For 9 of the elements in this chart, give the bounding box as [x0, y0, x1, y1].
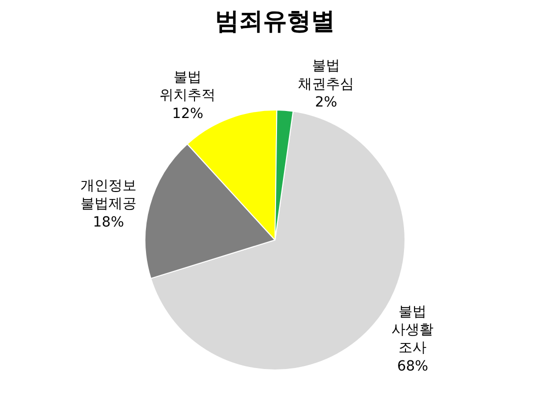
data-label: 12% [172, 106, 204, 122]
data-label: 2% [314, 94, 338, 111]
data-label: 68% [397, 358, 428, 374]
chart-title: 범죄유형별 [215, 6, 335, 35]
data-label: 18% [92, 214, 124, 230]
slice-label: 불법 위치추적 [160, 69, 216, 104]
slice-label: 불법 사생활 조사 [392, 304, 434, 356]
slice-label: 개인정보 불법제공 [80, 178, 136, 212]
slice-label: 불법 채권추심 [298, 58, 354, 92]
